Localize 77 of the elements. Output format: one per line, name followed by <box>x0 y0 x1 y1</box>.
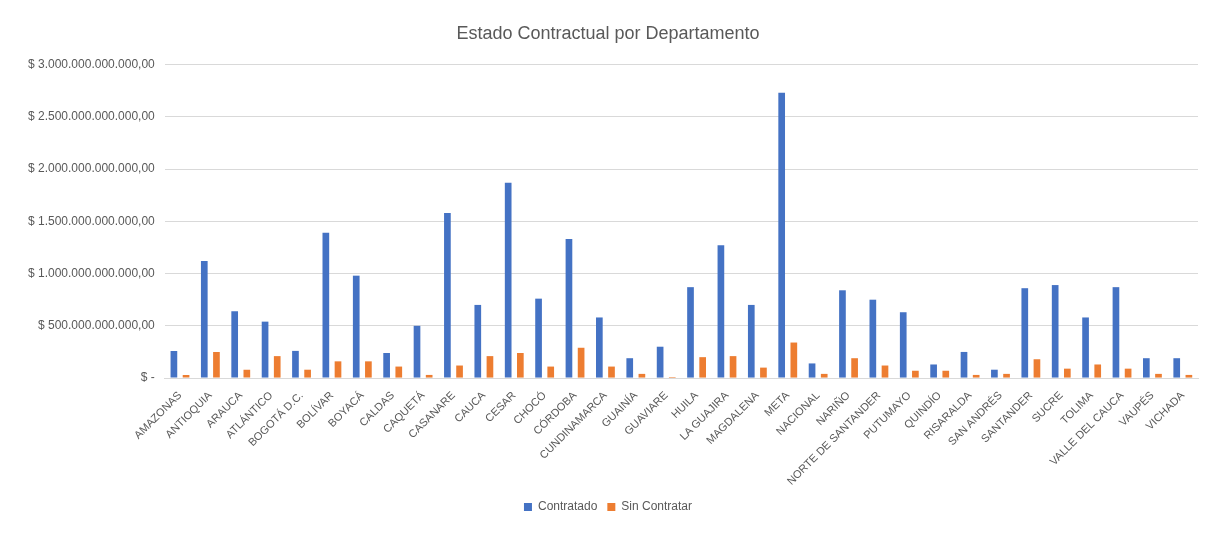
bar <box>729 356 737 378</box>
bar <box>1021 288 1029 378</box>
y-tick-label: $ 1.500.000.000.000,00 <box>27 213 156 228</box>
bar <box>1003 373 1010 378</box>
bar <box>778 92 786 378</box>
bar <box>717 245 725 378</box>
bar <box>474 304 482 378</box>
bar <box>699 357 707 378</box>
bar <box>413 325 421 378</box>
bar <box>991 369 998 378</box>
y-tick-label: $ 2.000.000.000.000,00 <box>27 161 156 176</box>
y-tick-label: $ 3.000.000.000.000,00 <box>27 56 156 71</box>
bar <box>456 365 463 378</box>
bar <box>1033 359 1041 378</box>
bar <box>352 275 360 378</box>
bar <box>504 182 512 378</box>
bar <box>535 298 542 378</box>
bar <box>687 287 694 378</box>
bar <box>577 347 585 378</box>
bar <box>304 369 311 378</box>
bar <box>930 364 937 378</box>
bar <box>972 374 980 378</box>
bar <box>1143 358 1150 378</box>
bar <box>942 370 950 378</box>
bar <box>565 239 573 378</box>
bar <box>1173 358 1181 378</box>
bar <box>334 361 342 378</box>
bar <box>292 350 299 378</box>
y-tick-label: $ - <box>140 370 155 385</box>
bar <box>213 351 220 378</box>
y-tick-label: $ 500.000.000.000,00 <box>38 318 156 333</box>
bar <box>395 366 403 378</box>
bar <box>444 212 451 378</box>
y-tick-label: $ 2.500.000.000.000,00 <box>27 109 156 124</box>
bar <box>1185 374 1193 378</box>
bar <box>516 352 524 378</box>
bar <box>547 366 555 378</box>
legend-label: Sin Contratar <box>621 499 693 514</box>
bar <box>808 363 816 378</box>
bar <box>170 350 178 378</box>
bar <box>273 356 281 378</box>
bar <box>1112 287 1120 378</box>
bar <box>486 356 494 378</box>
bar <box>243 369 251 378</box>
bar <box>747 304 755 378</box>
bar <box>839 290 846 378</box>
bar <box>596 317 603 378</box>
bar <box>1082 317 1089 378</box>
bar <box>365 361 372 378</box>
bar <box>608 366 615 378</box>
bar <box>869 299 877 378</box>
bar <box>322 232 330 378</box>
bar <box>899 312 907 378</box>
bar <box>261 321 269 378</box>
bar <box>1124 368 1132 378</box>
bar <box>656 346 664 378</box>
bar <box>760 367 767 378</box>
bar <box>960 351 968 378</box>
bar <box>383 352 390 378</box>
bar <box>881 365 889 378</box>
chart-title: Estado Contractual por Departamento <box>456 22 760 43</box>
bar <box>912 370 919 378</box>
bar <box>1155 373 1162 378</box>
bar <box>200 261 208 378</box>
bar <box>638 373 646 378</box>
bar <box>790 342 798 378</box>
legend-label: Contratado <box>537 499 598 514</box>
bar <box>231 311 239 378</box>
bar <box>1051 285 1059 378</box>
bar <box>626 358 634 378</box>
bar <box>851 358 858 378</box>
bar <box>820 373 828 378</box>
bar <box>1094 364 1102 378</box>
bar <box>182 374 190 378</box>
bar <box>1063 368 1071 378</box>
bar <box>425 374 433 378</box>
y-tick-label: $ 1.000.000.000.000,00 <box>27 265 156 280</box>
